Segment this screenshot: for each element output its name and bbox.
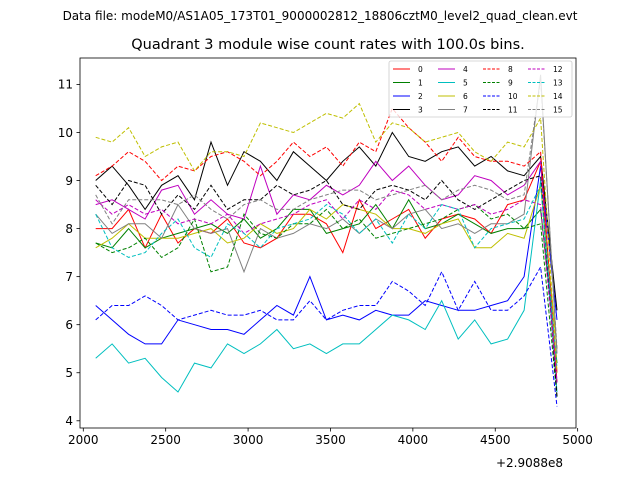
x-offset-label: +2.9088e8: [496, 456, 563, 470]
series-line-3: [95, 131, 558, 311]
legend-label-3: 3: [418, 105, 423, 114]
series-line-8: [95, 107, 558, 383]
suptitle: Data file: modeM0/AS1A05_173T01_90000028…: [63, 9, 578, 23]
y-tick-label: 8: [65, 222, 73, 236]
series-line-1: [95, 198, 558, 364]
x-tick-label: 2500: [150, 433, 181, 447]
legend-label-7: 7: [463, 105, 468, 114]
axes-frame: [79, 57, 577, 429]
series-line-5: [95, 180, 558, 393]
y-tick-label: 11: [58, 78, 73, 92]
legend-label-4: 4: [463, 65, 468, 74]
legend-label-0: 0: [418, 65, 423, 74]
legend-label-6: 6: [463, 92, 468, 101]
series-line-11: [95, 175, 558, 397]
series-line-9: [95, 204, 558, 397]
legend-label-15: 15: [553, 105, 563, 114]
chart-title: Quadrant 3 module wise count rates with …: [131, 37, 525, 53]
x-tick-label: 2000: [68, 433, 99, 447]
series-line-0: [95, 161, 558, 373]
plot-area: [95, 74, 558, 407]
legend-label-12: 12: [553, 65, 563, 74]
series-line-12: [95, 189, 558, 383]
legend-frame: [388, 60, 573, 118]
y-tick-label: 5: [65, 366, 73, 380]
legend-label-2: 2: [418, 92, 423, 101]
series-line-13: [95, 183, 558, 368]
y-tick-label: 6: [65, 318, 73, 332]
y-tick-label: 7: [65, 270, 73, 284]
x-tick-label: 4500: [480, 433, 511, 447]
legend-label-5: 5: [463, 78, 468, 87]
legend-label-11: 11: [508, 105, 518, 114]
x-tick-label: 3000: [233, 433, 264, 447]
legend-label-1: 1: [418, 78, 423, 87]
x-tick-label: 4000: [398, 433, 429, 447]
y-tick-label: 9: [65, 174, 73, 188]
series-line-4: [95, 159, 558, 383]
y-tick-label: 10: [58, 126, 73, 140]
legend-label-10: 10: [508, 92, 518, 101]
series-line-14: [95, 102, 558, 373]
legend-label-13: 13: [553, 78, 563, 87]
y-tick-label: 4: [65, 414, 73, 428]
series-line-15: [95, 79, 558, 349]
legend-label-14: 14: [553, 92, 563, 101]
legend-label-9: 9: [508, 78, 513, 87]
x-tick-label: 3500: [315, 433, 346, 447]
series-line-6: [95, 185, 558, 349]
legend-label-8: 8: [508, 65, 513, 74]
series-line-7: [95, 74, 558, 354]
series-line-2: [95, 166, 558, 345]
x-tick-label: 5000: [562, 433, 593, 447]
series-line-10: [95, 265, 558, 407]
